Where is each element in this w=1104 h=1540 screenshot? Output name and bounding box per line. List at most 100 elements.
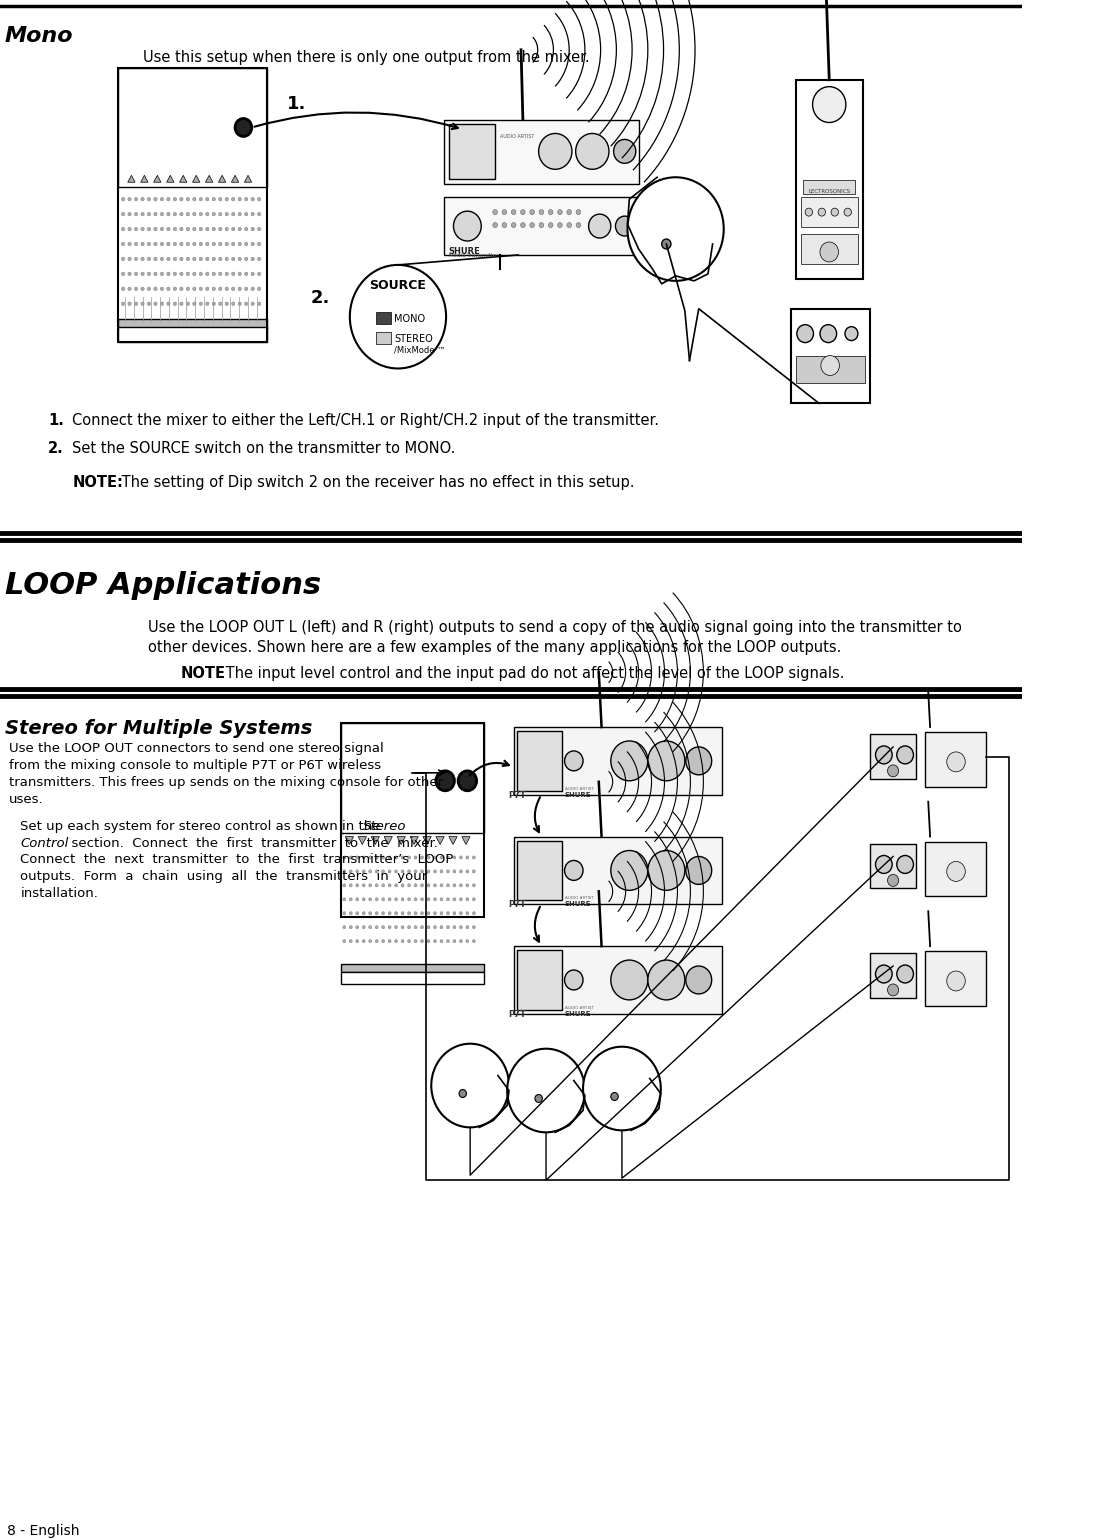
- Circle shape: [219, 257, 222, 260]
- Circle shape: [225, 302, 229, 305]
- Circle shape: [369, 898, 372, 901]
- Circle shape: [389, 884, 391, 887]
- Circle shape: [141, 213, 145, 216]
- Circle shape: [199, 286, 202, 291]
- Circle shape: [235, 119, 252, 137]
- Circle shape: [173, 302, 177, 305]
- Circle shape: [446, 870, 449, 873]
- Circle shape: [187, 213, 190, 216]
- Circle shape: [888, 984, 899, 996]
- Circle shape: [355, 912, 359, 915]
- Circle shape: [427, 870, 429, 873]
- Circle shape: [434, 898, 436, 901]
- Circle shape: [466, 898, 469, 901]
- Circle shape: [212, 213, 215, 216]
- Circle shape: [389, 856, 391, 859]
- Text: AUDIO ARTIST: AUDIO ARTIST: [564, 1006, 594, 1010]
- Circle shape: [459, 870, 463, 873]
- Circle shape: [394, 898, 397, 901]
- Text: SOURCE: SOURCE: [370, 279, 426, 293]
- Text: SHURE: SHURE: [449, 246, 480, 256]
- Circle shape: [564, 752, 583, 772]
- Circle shape: [502, 209, 507, 214]
- Text: SHURE: SHURE: [564, 1010, 591, 1016]
- Circle shape: [530, 223, 534, 228]
- Circle shape: [896, 966, 913, 983]
- Circle shape: [173, 242, 177, 246]
- Circle shape: [244, 286, 247, 291]
- Circle shape: [349, 939, 352, 942]
- Text: AUDIO ARTIST: AUDIO ARTIST: [564, 787, 594, 790]
- Circle shape: [446, 856, 449, 859]
- Text: outputs.  Form  a  chain  using  all  the  transmitters  in  your: outputs. Form a chain using all the tran…: [20, 870, 427, 884]
- Circle shape: [382, 912, 384, 915]
- Circle shape: [875, 856, 892, 873]
- Circle shape: [205, 228, 209, 231]
- Circle shape: [212, 286, 215, 291]
- Circle shape: [521, 223, 526, 228]
- Circle shape: [558, 209, 562, 214]
- Circle shape: [244, 197, 247, 202]
- Circle shape: [466, 856, 469, 859]
- Circle shape: [147, 286, 150, 291]
- Circle shape: [421, 939, 424, 942]
- Text: installation.: installation.: [20, 887, 98, 901]
- Circle shape: [173, 257, 177, 260]
- Circle shape: [199, 197, 202, 202]
- Circle shape: [648, 959, 684, 999]
- Circle shape: [193, 273, 197, 276]
- Bar: [800, 234, 858, 263]
- Polygon shape: [410, 836, 418, 844]
- Circle shape: [947, 861, 965, 881]
- Circle shape: [896, 745, 913, 764]
- Circle shape: [896, 856, 913, 873]
- Circle shape: [153, 197, 157, 202]
- Circle shape: [199, 242, 202, 246]
- Circle shape: [232, 213, 235, 216]
- Circle shape: [362, 912, 365, 915]
- Circle shape: [180, 257, 183, 260]
- Circle shape: [615, 216, 634, 236]
- Circle shape: [427, 898, 429, 901]
- Circle shape: [199, 228, 202, 231]
- Text: SHURE: SHURE: [564, 901, 591, 907]
- Circle shape: [199, 257, 202, 260]
- Polygon shape: [461, 836, 470, 844]
- Polygon shape: [219, 176, 226, 182]
- Circle shape: [251, 286, 254, 291]
- Circle shape: [414, 926, 417, 929]
- Circle shape: [466, 884, 469, 887]
- Circle shape: [128, 273, 131, 276]
- Circle shape: [173, 197, 177, 202]
- Circle shape: [394, 926, 397, 929]
- Text: Use the LOOP OUT L (left) and R (right) outputs to send a copy of the audio sign: Use the LOOP OUT L (left) and R (right) …: [148, 621, 962, 636]
- Circle shape: [147, 273, 150, 276]
- Circle shape: [225, 286, 229, 291]
- Circle shape: [251, 228, 254, 231]
- Circle shape: [147, 228, 150, 231]
- Circle shape: [382, 870, 384, 873]
- Polygon shape: [423, 836, 432, 844]
- Polygon shape: [397, 836, 405, 844]
- Circle shape: [349, 856, 352, 859]
- Circle shape: [167, 286, 170, 291]
- Circle shape: [147, 302, 150, 305]
- Polygon shape: [346, 836, 353, 844]
- Circle shape: [369, 856, 372, 859]
- Text: Use the LOOP OUT connectors to send one stereo signal: Use the LOOP OUT connectors to send one …: [9, 742, 384, 755]
- Bar: [804, 180, 856, 194]
- Circle shape: [180, 302, 183, 305]
- Circle shape: [414, 898, 417, 901]
- Circle shape: [232, 257, 235, 260]
- Bar: [340, 724, 484, 918]
- Circle shape: [167, 273, 170, 276]
- Circle shape: [434, 926, 436, 929]
- Circle shape: [473, 926, 476, 929]
- Circle shape: [343, 926, 346, 929]
- Polygon shape: [205, 176, 213, 182]
- Text: 8 - English: 8 - English: [8, 1523, 79, 1538]
- Circle shape: [434, 884, 436, 887]
- Circle shape: [141, 302, 145, 305]
- Circle shape: [394, 856, 397, 859]
- Circle shape: [225, 273, 229, 276]
